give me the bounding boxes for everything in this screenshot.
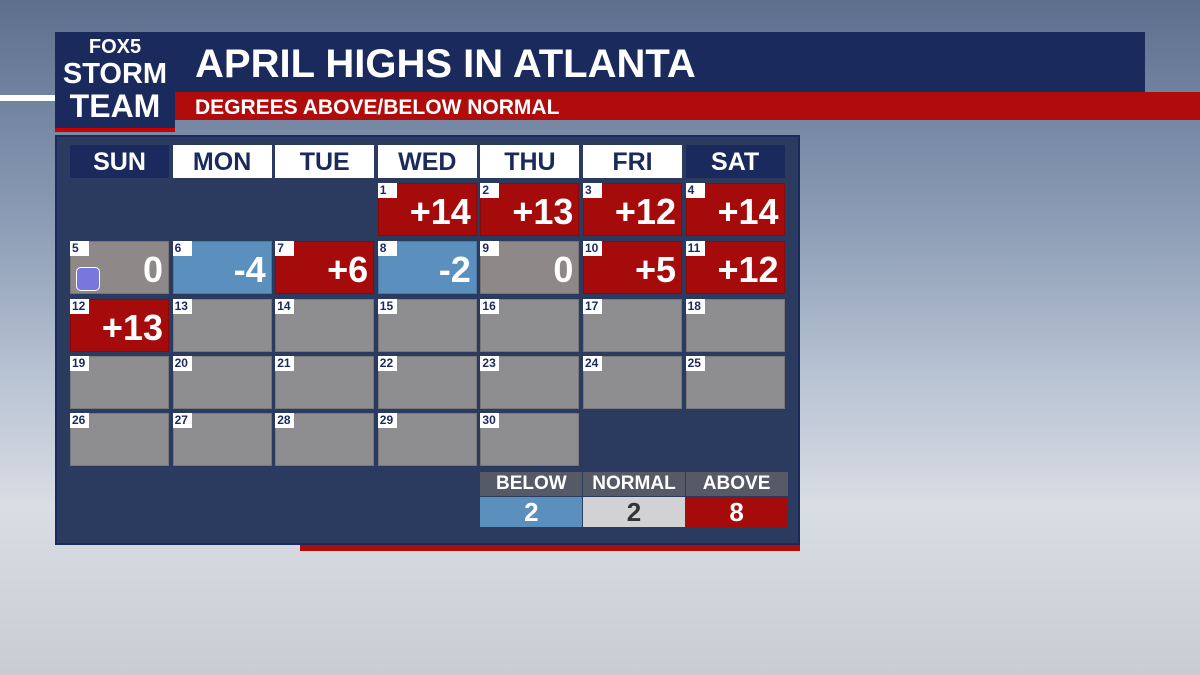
accent-line: [300, 545, 800, 551]
anomaly: 0: [142, 249, 163, 290]
day-number: 26: [70, 413, 89, 428]
anomaly: 0: [553, 249, 574, 290]
day-number: 29: [377, 413, 397, 428]
legend-count: 2: [480, 497, 583, 527]
day-cell: 3 +12: [583, 183, 682, 236]
subtitle-bar: DEGREES ABOVE/BELOW NORMAL: [175, 92, 1200, 120]
day-number: 12: [70, 299, 89, 314]
anomaly: -4: [233, 249, 266, 290]
day-cell: 29: [377, 413, 477, 466]
anomaly: +5: [634, 249, 676, 290]
day-header: FRI: [583, 145, 682, 178]
anomaly: -2: [438, 249, 471, 290]
day-number: 6: [172, 241, 192, 256]
day-number: 9: [480, 241, 500, 256]
day-cell: 4 +14: [685, 183, 785, 236]
day-cell: 15: [377, 299, 477, 352]
day-number: 24: [583, 356, 602, 371]
day-number: 4: [685, 183, 705, 198]
day-cell: 28: [275, 413, 375, 466]
day-number: 20: [172, 356, 192, 371]
day-cell: 17: [583, 299, 682, 352]
anomaly: +13: [101, 307, 163, 348]
day-cell: 21: [275, 356, 375, 409]
day-cell: 12 +13: [70, 299, 169, 352]
subtitle: DEGREES ABOVE/BELOW NORMAL: [195, 96, 560, 119]
day-number: 17: [583, 299, 602, 314]
day-number: 21: [275, 356, 295, 371]
day-cell: 19: [70, 356, 169, 409]
day-cell: 30: [480, 413, 580, 466]
anomaly: +13: [512, 191, 574, 232]
day-number: 5: [70, 241, 89, 256]
day-number: 13: [172, 299, 192, 314]
day-cell: 18: [685, 299, 785, 352]
day-cell: 11 +12: [685, 241, 785, 294]
day-number: 3: [583, 183, 602, 198]
day-header: WED: [377, 145, 477, 178]
day-cell: 16: [480, 299, 580, 352]
day-cell: 1 +14: [377, 183, 477, 236]
day-cell: 13: [172, 299, 272, 352]
day-number: 8: [377, 241, 397, 256]
day-number: 1: [377, 183, 397, 198]
day-number: 10: [583, 241, 602, 256]
day-cell: 14: [275, 299, 375, 352]
day-header: SAT: [685, 145, 785, 178]
legend-count: 8: [685, 497, 788, 527]
logo-text: STORM: [62, 58, 168, 90]
day-number: 2: [480, 183, 500, 198]
day-cell: 24: [583, 356, 682, 409]
legend-label: BELOW: [480, 472, 583, 496]
day-number: 16: [480, 299, 500, 314]
day-cell: 2 +13: [480, 183, 580, 236]
title-bar: APRIL HIGHS IN ATLANTA: [175, 32, 1145, 92]
day-number: 30: [480, 413, 500, 428]
day-number: 27: [172, 413, 192, 428]
day-header: THU: [480, 145, 580, 178]
day-number: 14: [275, 299, 295, 314]
day-cell: 22: [377, 356, 477, 409]
legend-label: ABOVE: [685, 472, 788, 496]
anomaly: +14: [409, 191, 471, 232]
icon: [76, 267, 100, 291]
day-number: 23: [480, 356, 500, 371]
logo-text: TEAM: [69, 88, 161, 124]
logo: FOX5 STORM TEAM: [55, 32, 175, 132]
day-header: TUE: [275, 145, 375, 178]
day-number: 19: [70, 356, 89, 371]
day-cell: 26: [70, 413, 169, 466]
day-number: 25: [685, 356, 705, 371]
day-number: 7: [275, 241, 295, 256]
day-cell: 10 +5: [583, 241, 682, 294]
day-number: 28: [275, 413, 295, 428]
anomaly: +14: [717, 191, 779, 232]
anomaly: +12: [614, 191, 676, 232]
day-cell: 6 -4: [172, 241, 272, 294]
day-cell: 7 +6: [275, 241, 375, 294]
day-number: 18: [685, 299, 705, 314]
day-number: 11: [685, 241, 705, 256]
day-number: 22: [377, 356, 397, 371]
logo-text: FOX5: [88, 36, 142, 58]
accent-line: [0, 95, 60, 101]
day-cell: 25: [685, 356, 785, 409]
day-header: MON: [172, 145, 272, 178]
title: APRIL HIGHS IN ATLANTA: [195, 42, 696, 86]
legend-label: NORMAL: [583, 472, 685, 496]
anomaly: +12: [717, 249, 779, 290]
day-header: SUN: [70, 145, 169, 178]
day-cell: 23: [480, 356, 580, 409]
day-number: 15: [377, 299, 397, 314]
day-cell: 8 -2: [377, 241, 477, 294]
anomaly: +6: [327, 249, 369, 290]
day-cell: 27: [172, 413, 272, 466]
day-cell: 20: [172, 356, 272, 409]
legend-count: 2: [583, 497, 685, 527]
